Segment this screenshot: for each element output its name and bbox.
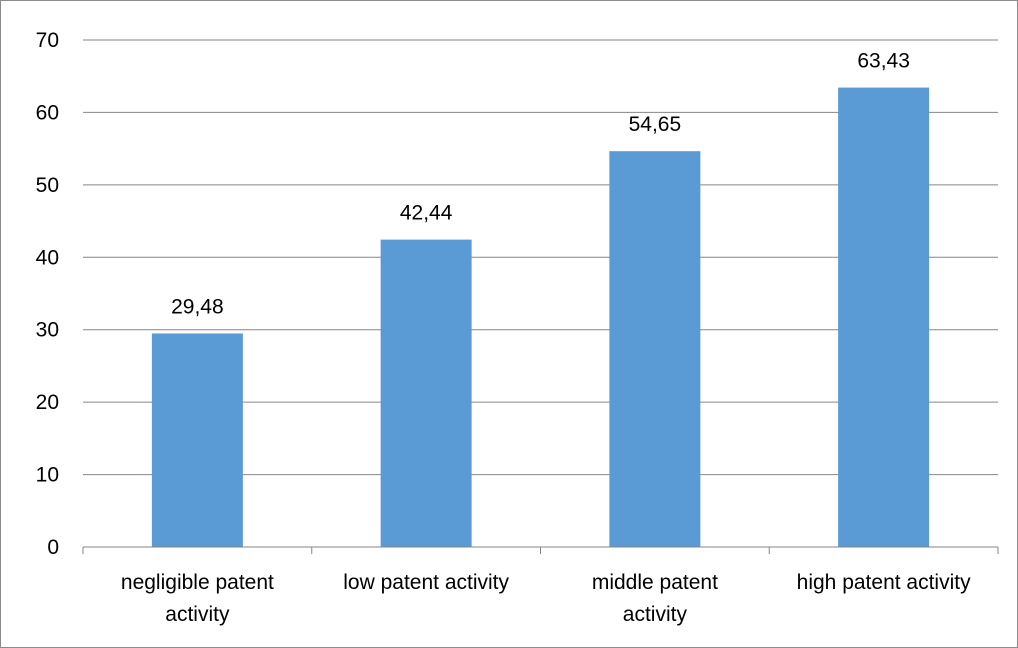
data-label: 63,43 [857, 50, 910, 73]
x-category-label-line: high patent activity [797, 571, 971, 594]
y-tick-label: 70 [36, 29, 59, 52]
x-category-label: negligible patent activity [121, 571, 274, 626]
bar [151, 333, 243, 547]
y-tick-label: 60 [36, 101, 59, 124]
x-category-label-line: middle patent [592, 571, 718, 594]
bar [609, 151, 701, 547]
x-category-label-line: activity [165, 603, 230, 626]
x-category-label-line: low patent activity [343, 571, 509, 594]
y-tick-label: 0 [47, 536, 59, 559]
data-labels: 29,48 42,44 54,65 63,43 [171, 50, 910, 319]
y-tick-label: 20 [36, 391, 59, 414]
y-tick-label: 30 [36, 319, 59, 342]
x-axis [82, 546, 999, 554]
x-category-label: high patent activity [797, 571, 971, 594]
bar [380, 239, 472, 547]
x-category-label-line: negligible patent [121, 571, 274, 594]
data-label: 54,65 [629, 113, 682, 136]
x-axis-category-labels: negligible patent activity low patent acti… [121, 571, 971, 626]
bar [838, 87, 930, 547]
x-category-label: low patent activity [343, 571, 509, 594]
data-label: 42,44 [400, 202, 453, 225]
y-tick-label: 50 [36, 174, 59, 197]
data-label: 29,48 [171, 295, 224, 318]
y-tick-label: 10 [36, 464, 59, 487]
y-tick-label: 40 [36, 246, 59, 269]
y-axis-tick-labels: 0 10 20 30 40 50 60 70 [36, 29, 59, 559]
x-category-label-line: activity [623, 603, 688, 626]
x-category-label: middle patent activity [592, 571, 718, 626]
bars [151, 87, 930, 547]
